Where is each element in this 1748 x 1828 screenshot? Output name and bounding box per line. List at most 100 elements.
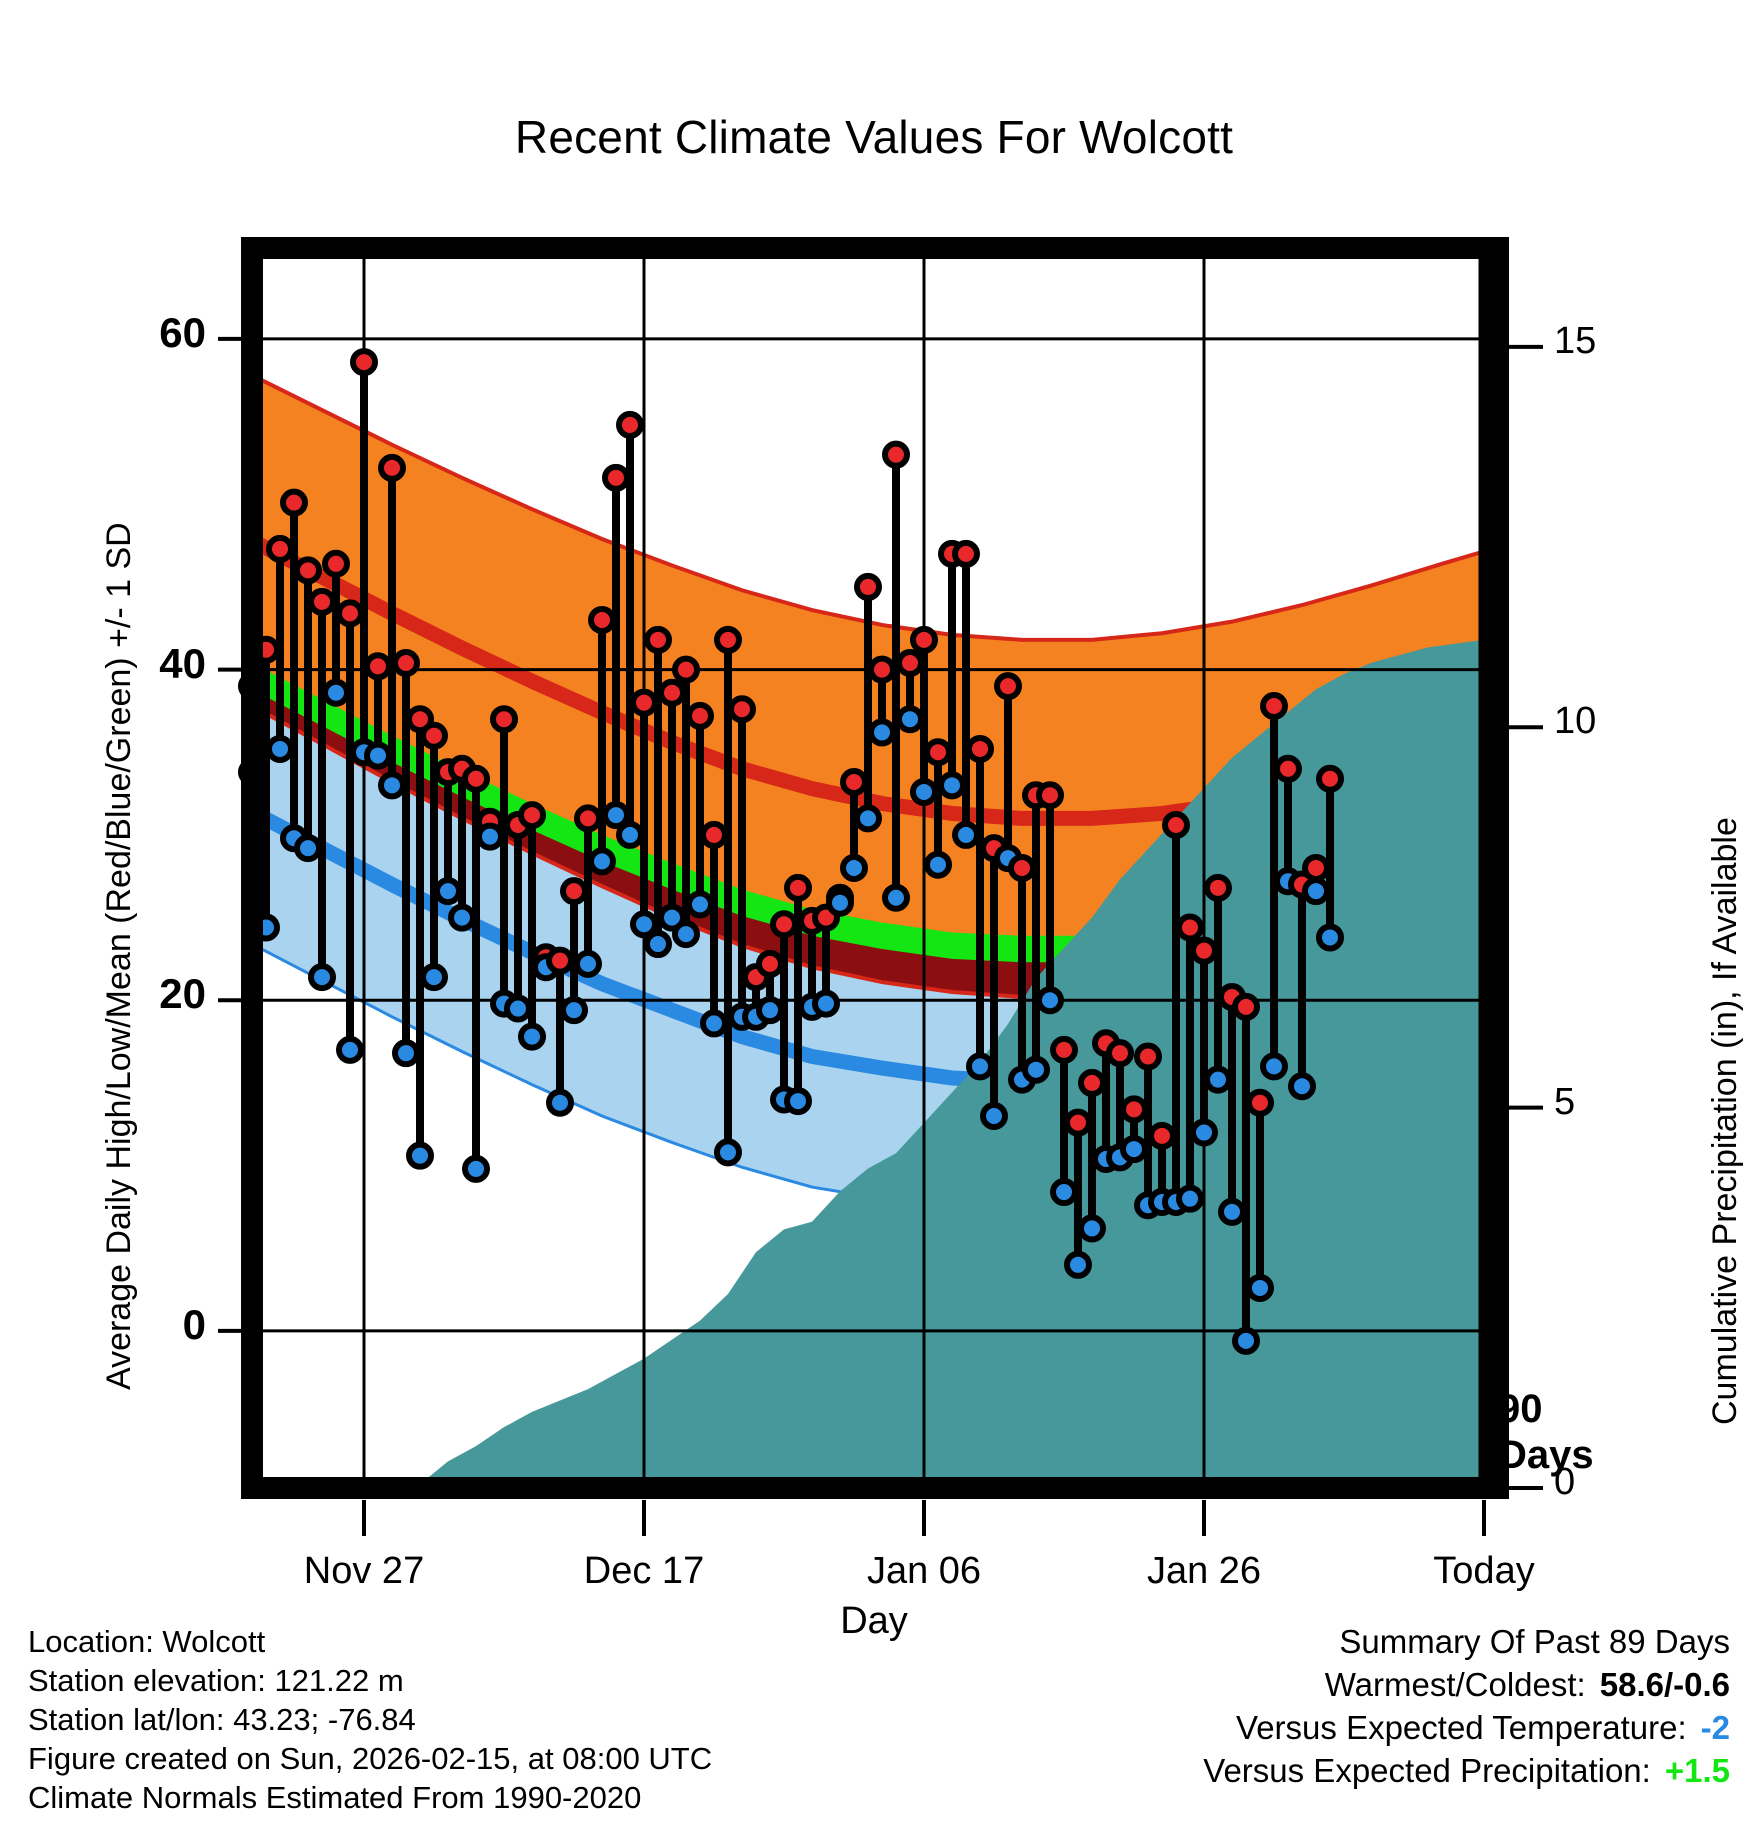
high-marker xyxy=(266,534,294,563)
low-marker xyxy=(322,678,350,707)
high-marker xyxy=(420,721,448,750)
low-marker xyxy=(812,989,840,1018)
high-marker xyxy=(1064,1108,1092,1137)
high-marker xyxy=(1008,854,1036,882)
high-marker xyxy=(672,655,700,684)
high-marker xyxy=(518,801,546,830)
low-marker xyxy=(476,822,504,851)
page-title: Recent Climate Values For Wolcott xyxy=(514,111,1234,163)
high-marker xyxy=(294,556,322,585)
summary-heading: Summary Of Past 89 Days xyxy=(1339,1623,1730,1660)
high-marker xyxy=(490,705,518,734)
high-marker xyxy=(308,587,336,616)
summary-row: Versus Expected Precipitation: +1.5 xyxy=(1203,1749,1730,1792)
summary-row-label: Versus Expected Temperature: xyxy=(1236,1709,1687,1746)
high-marker xyxy=(1204,873,1232,902)
high-marker xyxy=(574,804,602,833)
high-marker xyxy=(616,410,644,439)
station-info-line: Station lat/lon: 43.23; -76.84 xyxy=(28,1702,416,1737)
high-marker xyxy=(1246,1088,1274,1117)
low-marker xyxy=(952,820,980,849)
axis-tick-marks xyxy=(218,336,1543,1536)
x-axis-tick: Nov 27 xyxy=(303,1550,425,1592)
low-marker xyxy=(714,1138,742,1167)
summary-row-value: 58.6/-0.6 xyxy=(1599,1666,1730,1703)
high-marker xyxy=(1050,1035,1078,1064)
high-marker xyxy=(714,625,742,654)
low-marker xyxy=(392,1039,420,1068)
low-marker xyxy=(588,847,616,876)
high-marker xyxy=(630,688,658,717)
high-marker xyxy=(728,695,756,724)
low-marker xyxy=(406,1141,434,1170)
summary-block: Summary Of Past 89 Days Warmest/Coldest: 5… xyxy=(1203,1620,1730,1792)
low-marker xyxy=(1302,877,1330,906)
high-marker xyxy=(966,734,994,763)
y-axis-right-tick: 10 xyxy=(1554,700,1597,743)
low-marker xyxy=(1232,1326,1260,1355)
high-marker xyxy=(658,678,686,707)
high-marker xyxy=(1302,854,1330,882)
y-axis-left-tick: 60 xyxy=(159,308,206,356)
days-annotation-line2: Days xyxy=(1498,1433,1594,1477)
low-marker xyxy=(266,734,294,763)
low-marker xyxy=(1050,1178,1078,1207)
y-axis-right-tick: 15 xyxy=(1554,319,1597,362)
low-marker xyxy=(420,963,448,992)
high-marker xyxy=(1134,1042,1162,1071)
low-marker xyxy=(1288,1072,1316,1101)
high-marker xyxy=(784,873,812,902)
low-marker xyxy=(616,820,644,849)
high-marker xyxy=(896,648,924,677)
low-marker xyxy=(882,883,910,912)
high-marker xyxy=(1162,811,1190,840)
summary-row-value: -2 xyxy=(1700,1709,1730,1746)
daily-high-low-markers xyxy=(238,348,1344,1355)
x-axis-tick: Jan 06 xyxy=(866,1550,982,1592)
y-axis-left-tick: 0 xyxy=(182,1300,206,1348)
low-marker xyxy=(308,963,336,992)
high-marker xyxy=(364,652,392,681)
x-axis-tick: Today xyxy=(1433,1550,1535,1592)
low-marker xyxy=(1078,1214,1106,1243)
low-marker xyxy=(364,741,392,770)
summary-row: Warmest/Coldest: 58.6/-0.6 xyxy=(1203,1663,1730,1706)
low-marker xyxy=(574,949,602,978)
days-annotation-line1: 90 xyxy=(1498,1387,1543,1431)
high-marker xyxy=(462,764,490,793)
station-info-line: Climate Normals Estimated From 1990-2020 xyxy=(28,1780,642,1815)
low-marker xyxy=(630,910,658,939)
low-marker xyxy=(700,1009,728,1038)
summary-row-label: Versus Expected Precipitation: xyxy=(1203,1752,1651,1789)
x-axis-label: Day xyxy=(840,1600,908,1642)
high-marker xyxy=(1148,1121,1176,1150)
low-marker xyxy=(560,996,588,1025)
low-marker xyxy=(1176,1184,1204,1213)
y-axis-right-tick: 0 xyxy=(1554,1461,1576,1503)
high-marker xyxy=(392,648,420,677)
low-marker xyxy=(1036,986,1064,1015)
plot-frame xyxy=(241,237,1509,1499)
high-marker xyxy=(882,440,910,469)
high-marker xyxy=(1316,764,1344,793)
low-marker xyxy=(924,850,952,879)
low-marker xyxy=(378,771,406,800)
y-axis-left-tick: 20 xyxy=(159,970,206,1018)
x-axis-tick: Dec 17 xyxy=(583,1550,705,1592)
high-marker xyxy=(336,599,364,628)
summary-row: Versus Expected Temperature: -2 xyxy=(1203,1706,1730,1749)
high-marker xyxy=(952,539,980,568)
low-marker xyxy=(1260,1052,1288,1081)
high-marker xyxy=(924,738,952,767)
low-marker xyxy=(938,771,966,800)
low-marker xyxy=(644,930,672,959)
high-marker xyxy=(868,655,896,684)
y-axis-right-tick: 5 xyxy=(1554,1080,1576,1123)
high-marker xyxy=(1176,913,1204,942)
high-marker xyxy=(1036,781,1064,810)
high-marker xyxy=(994,672,1022,701)
high-marker xyxy=(840,768,868,797)
high-marker xyxy=(756,949,784,978)
